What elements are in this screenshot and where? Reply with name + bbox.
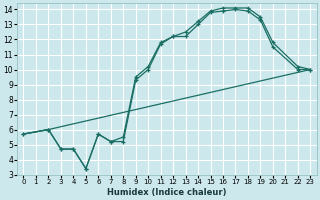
X-axis label: Humidex (Indice chaleur): Humidex (Indice chaleur): [107, 188, 227, 197]
